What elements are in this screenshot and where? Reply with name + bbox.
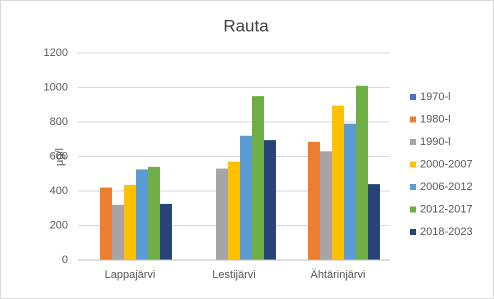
y-tick-label: 400 [50, 185, 68, 197]
bar [112, 204, 124, 260]
legend-swatch [410, 206, 416, 213]
bar [356, 85, 368, 261]
x-tick-label: Lestijärvi [212, 269, 255, 281]
legend-label: 2018-2023 [420, 226, 473, 238]
bar [148, 166, 160, 260]
bar [344, 123, 356, 260]
bar [308, 141, 320, 260]
legend-swatch [410, 229, 416, 235]
y-tick-label: 1200 [44, 47, 68, 59]
legend-swatch [410, 161, 416, 168]
y-tick-label: 200 [50, 219, 68, 231]
legend-swatch [410, 184, 416, 190]
bar [160, 203, 172, 260]
legend-swatch [410, 139, 416, 145]
bar [228, 161, 240, 260]
legend-label: 1980-l [420, 113, 451, 125]
bar [124, 184, 136, 260]
bar [368, 184, 380, 260]
bar [320, 151, 332, 260]
legend-swatch [410, 94, 416, 100]
legend-label: 2006-2012 [420, 181, 473, 193]
legend-label: 2012-2017 [420, 203, 473, 215]
y-tick-label: 1000 [44, 81, 68, 93]
y-tick-label: 800 [50, 116, 68, 128]
chart-title: Rauta [223, 16, 269, 35]
bar [216, 168, 228, 260]
x-tick-label: Lappajärvi [105, 269, 156, 281]
legend-label: 1990-l [420, 136, 451, 148]
x-tick-label: Ähtärinjärvi [310, 269, 365, 281]
bar [332, 105, 344, 260]
bar [100, 187, 112, 260]
legend-label: 2000-2007 [420, 158, 473, 170]
bar [240, 135, 252, 260]
bar [136, 169, 148, 260]
y-tick-label: 0 [62, 254, 68, 266]
y-tick-label: 600 [50, 150, 68, 162]
bar [252, 96, 264, 260]
y-axis-label: µg/l [54, 148, 66, 166]
legend-label: 1970-l [420, 91, 451, 103]
bar [264, 140, 276, 260]
legend-swatch [410, 116, 416, 123]
